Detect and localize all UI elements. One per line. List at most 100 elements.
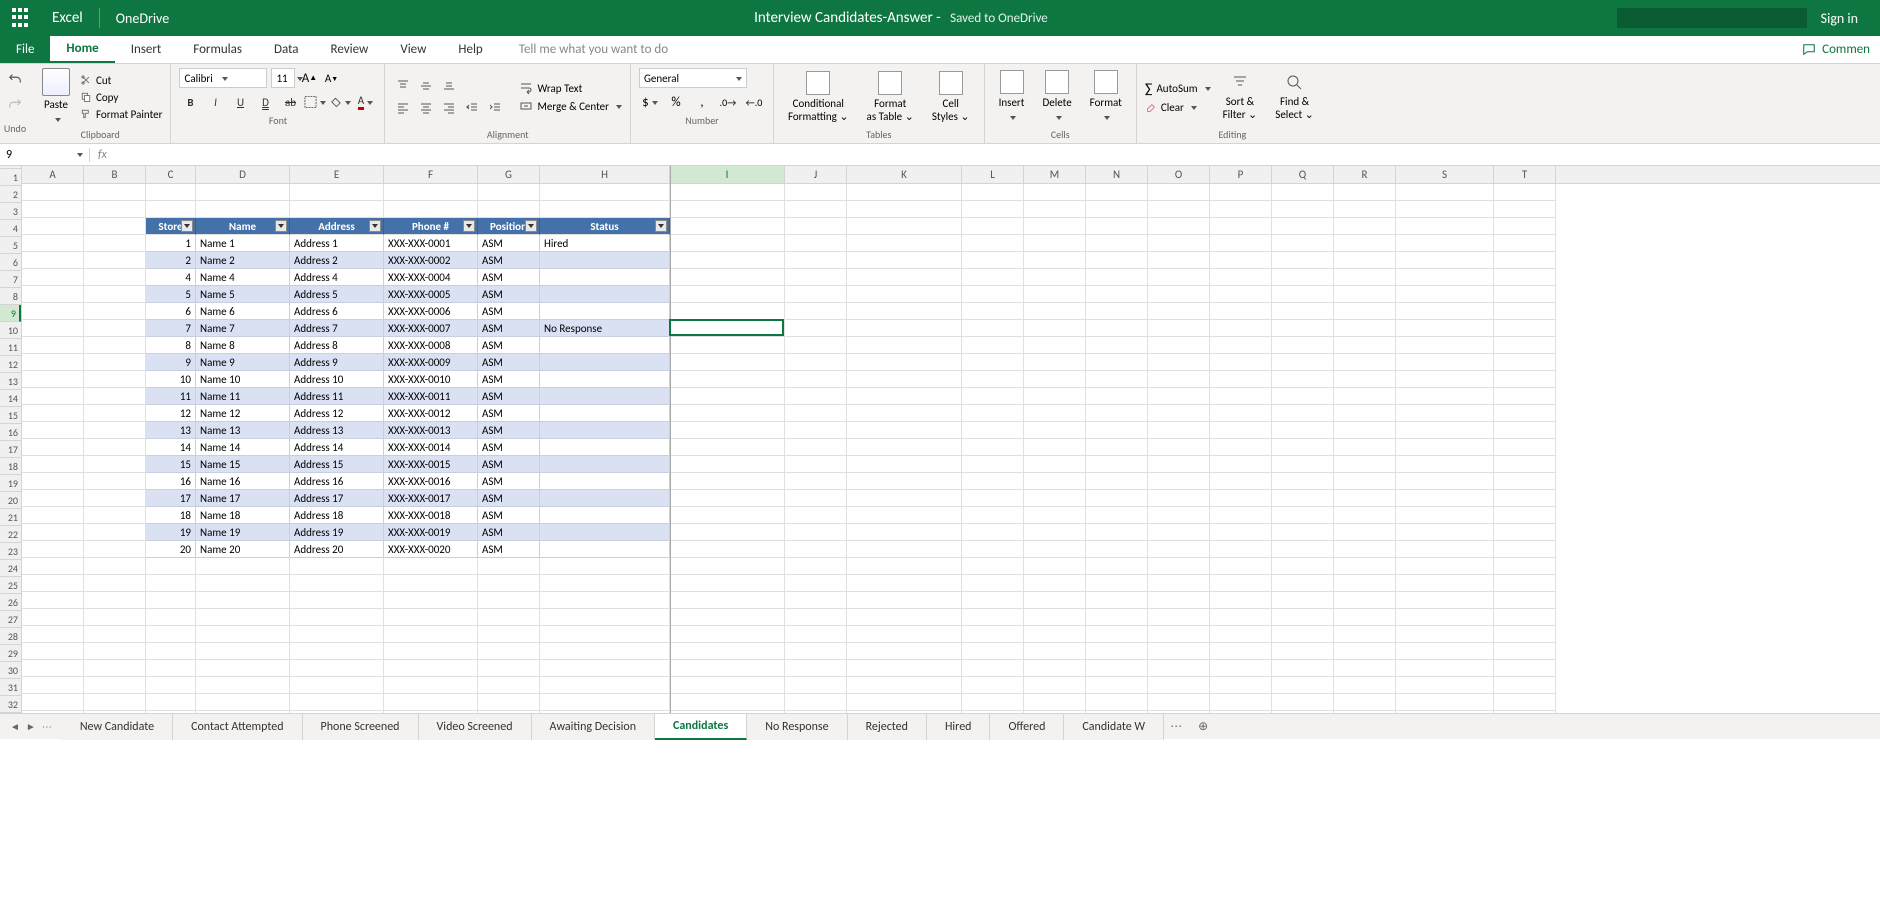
cell-L5[interactable] xyxy=(962,252,1024,269)
cell-R29[interactable] xyxy=(1334,660,1396,677)
row-header-19[interactable]: 19 xyxy=(0,475,21,492)
sheet-tab-contact-attempted[interactable]: Contact Attempted xyxy=(173,714,302,740)
cell-D17[interactable]: Name 15 xyxy=(196,456,290,473)
cell-N7[interactable] xyxy=(1086,286,1148,303)
delete-cell-button[interactable]: Delete xyxy=(1036,70,1077,124)
cell-I5[interactable] xyxy=(670,252,785,269)
cell-N9[interactable] xyxy=(1086,320,1148,337)
cell-E23[interactable] xyxy=(290,558,384,575)
col-header-F[interactable]: F xyxy=(384,166,478,183)
cell-S9[interactable] xyxy=(1396,320,1494,337)
cell-E9[interactable]: Address 7 xyxy=(290,320,384,337)
cell-N2[interactable] xyxy=(1086,201,1148,218)
cell-G30[interactable] xyxy=(478,677,540,694)
cell-C7[interactable]: 5 xyxy=(146,286,196,303)
merge-center-button[interactable]: Merge & Center xyxy=(519,99,622,113)
cell-K26[interactable] xyxy=(847,609,962,626)
cell-H28[interactable] xyxy=(540,643,670,660)
cell-P14[interactable] xyxy=(1210,405,1272,422)
cell-N17[interactable] xyxy=(1086,456,1148,473)
cell-D29[interactable] xyxy=(196,660,290,677)
cell-C14[interactable]: 12 xyxy=(146,405,196,422)
cell-R26[interactable] xyxy=(1334,609,1396,626)
cell-G20[interactable]: ASM xyxy=(478,507,540,524)
cell-C26[interactable] xyxy=(146,609,196,626)
cell-S6[interactable] xyxy=(1396,269,1494,286)
cell-S1[interactable] xyxy=(1396,184,1494,201)
cell-T12[interactable] xyxy=(1494,371,1556,388)
row-header-10[interactable]: 10 xyxy=(0,322,21,339)
cell-A31[interactable] xyxy=(22,694,84,711)
cell-K14[interactable] xyxy=(847,405,962,422)
cell-L21[interactable] xyxy=(962,524,1024,541)
cell-G17[interactable]: ASM xyxy=(478,456,540,473)
cell-O3[interactable] xyxy=(1148,218,1210,235)
cell-S28[interactable] xyxy=(1396,643,1494,660)
fx-icon[interactable]: fx xyxy=(90,148,115,162)
cell-K22[interactable] xyxy=(847,541,962,558)
cell-K16[interactable] xyxy=(847,439,962,456)
cell-J27[interactable] xyxy=(785,626,847,643)
row-header-6[interactable]: 6 xyxy=(0,254,21,271)
cell-M29[interactable] xyxy=(1024,660,1086,677)
cell-N11[interactable] xyxy=(1086,354,1148,371)
cell-O17[interactable] xyxy=(1148,456,1210,473)
sheet-tab-rejected[interactable]: Rejected xyxy=(848,714,927,740)
cell-B29[interactable] xyxy=(84,660,146,677)
cell-P9[interactable] xyxy=(1210,320,1272,337)
cell-D30[interactable] xyxy=(196,677,290,694)
cell-E1[interactable] xyxy=(290,184,384,201)
cell-J4[interactable] xyxy=(785,235,847,252)
cell-S32[interactable] xyxy=(1396,711,1494,713)
cell-T27[interactable] xyxy=(1494,626,1556,643)
cell-L27[interactable] xyxy=(962,626,1024,643)
align-right-button[interactable] xyxy=(439,99,459,117)
percent-button[interactable]: % xyxy=(665,92,687,112)
cell-G6[interactable]: ASM xyxy=(478,269,540,286)
cell-G16[interactable]: ASM xyxy=(478,439,540,456)
cell-T11[interactable] xyxy=(1494,354,1556,371)
cell-T3[interactable] xyxy=(1494,218,1556,235)
cell-Q12[interactable] xyxy=(1272,371,1334,388)
cell-D19[interactable]: Name 17 xyxy=(196,490,290,507)
cell-B27[interactable] xyxy=(84,626,146,643)
cell-D16[interactable]: Name 14 xyxy=(196,439,290,456)
cell-A28[interactable] xyxy=(22,643,84,660)
cell-D15[interactable]: Name 13 xyxy=(196,422,290,439)
cell-M10[interactable] xyxy=(1024,337,1086,354)
cell-L15[interactable] xyxy=(962,422,1024,439)
cell-B18[interactable] xyxy=(84,473,146,490)
italic-button[interactable]: I xyxy=(204,92,226,112)
row-header-11[interactable]: 11 xyxy=(0,339,21,356)
cell-Q19[interactable] xyxy=(1272,490,1334,507)
tell-me-input[interactable]: Tell me what you want to do xyxy=(499,36,688,63)
align-bottom-button[interactable] xyxy=(439,77,459,95)
cell-G4[interactable]: ASM xyxy=(478,235,540,252)
cell-L17[interactable] xyxy=(962,456,1024,473)
cell-Q29[interactable] xyxy=(1272,660,1334,677)
cell-H20[interactable] xyxy=(540,507,670,524)
cell-M15[interactable] xyxy=(1024,422,1086,439)
cell-D7[interactable]: Name 5 xyxy=(196,286,290,303)
increase-decimal-button[interactable]: .0→ xyxy=(717,92,739,112)
cell-T8[interactable] xyxy=(1494,303,1556,320)
cell-A20[interactable] xyxy=(22,507,84,524)
cell-B17[interactable] xyxy=(84,456,146,473)
cell-L10[interactable] xyxy=(962,337,1024,354)
cell-T25[interactable] xyxy=(1494,592,1556,609)
cell-J29[interactable] xyxy=(785,660,847,677)
cell-O25[interactable] xyxy=(1148,592,1210,609)
cell-B16[interactable] xyxy=(84,439,146,456)
cell-M17[interactable] xyxy=(1024,456,1086,473)
cell-S12[interactable] xyxy=(1396,371,1494,388)
cell-E10[interactable]: Address 8 xyxy=(290,337,384,354)
cell-N18[interactable] xyxy=(1086,473,1148,490)
cell-I18[interactable] xyxy=(670,473,785,490)
cell-E28[interactable] xyxy=(290,643,384,660)
cell-R17[interactable] xyxy=(1334,456,1396,473)
cell-T29[interactable] xyxy=(1494,660,1556,677)
cell-F31[interactable] xyxy=(384,694,478,711)
cell-F4[interactable]: XXX-XXX-0001 xyxy=(384,235,478,252)
cell-S25[interactable] xyxy=(1396,592,1494,609)
cell-E24[interactable] xyxy=(290,575,384,592)
